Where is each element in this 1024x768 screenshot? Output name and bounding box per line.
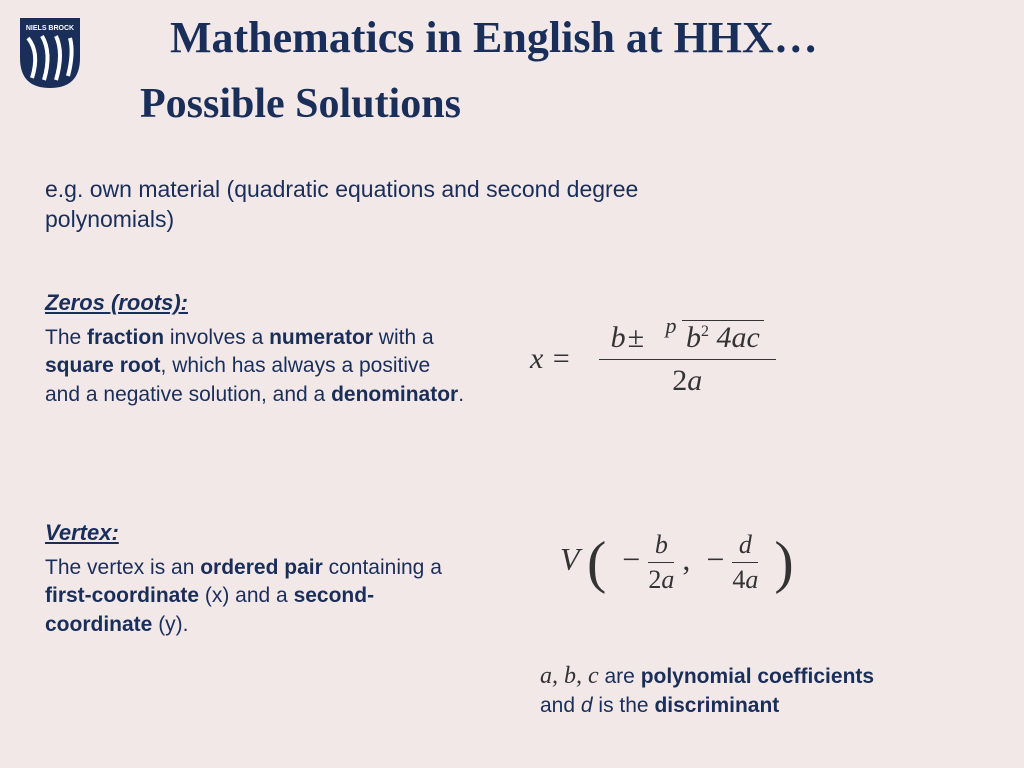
zeros-heading: Zeros (roots): xyxy=(45,290,465,316)
page-title: Mathematics in English at HHX… xyxy=(170,12,818,63)
zeros-body: The fraction involves a numerator with a… xyxy=(45,324,465,409)
quadratic-formula: x = b± p b2 4ac 22aa xyxy=(530,320,950,398)
zeros-section: Zeros (roots): The fraction involves a n… xyxy=(45,290,465,409)
intro-text: e.g. own material (quadratic equations a… xyxy=(45,175,638,235)
brand-logo: NIELS BROCK xyxy=(20,18,80,88)
vertex-heading: Vertex: xyxy=(45,520,465,546)
vertex-section: Vertex: The vertex is an ordered pair co… xyxy=(45,520,465,639)
logo-brand-text: NIELS BROCK xyxy=(26,25,74,32)
coefficients-footnote: a, b, c are polynomial coefficients and … xyxy=(540,660,980,721)
page-subtitle: Possible Solutions xyxy=(140,80,461,128)
vertex-formula: V ( − b 2a , − d 4a ) xyxy=(560,530,794,595)
vertex-body: The vertex is an ordered pair containing… xyxy=(45,554,465,639)
